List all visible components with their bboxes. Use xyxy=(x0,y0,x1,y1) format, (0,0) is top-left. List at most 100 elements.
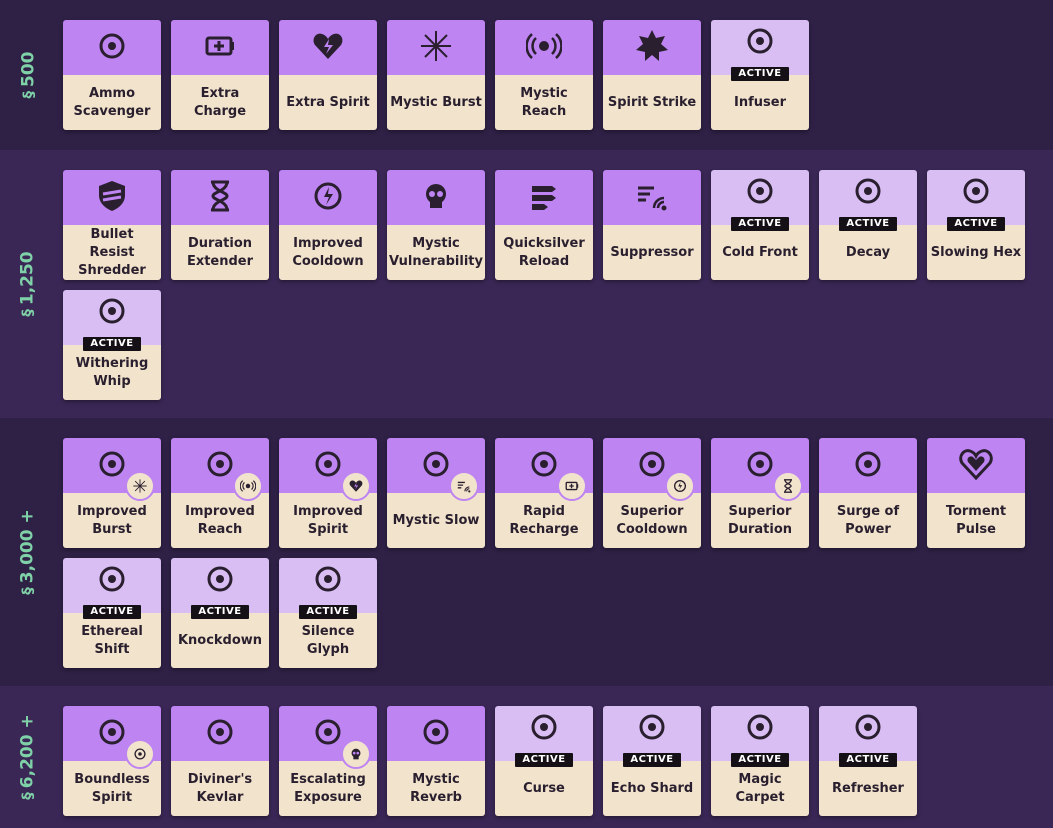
item-name: Mystic Vulnerability xyxy=(389,235,483,269)
burst-icon xyxy=(418,28,454,68)
item-card[interactable]: Duration Extender xyxy=(171,170,269,280)
improved-spirit-icon xyxy=(125,739,155,769)
item-name: Extra Spirit xyxy=(286,94,370,110)
active-badge: ACTIVE xyxy=(731,67,789,81)
tier-price-label: § 1,250 xyxy=(0,150,56,418)
item-name: Extra Charge xyxy=(193,85,247,119)
active-badge: ACTIVE xyxy=(83,605,141,619)
item-name: Bullet Resist Shredder xyxy=(78,226,146,278)
reverb-icon xyxy=(418,714,454,754)
item-card[interactable]: Torment Pulse xyxy=(927,438,1025,548)
item-card[interactable]: ACTIVE Slowing Hex xyxy=(927,170,1025,280)
item-card[interactable]: Spirit Strike xyxy=(603,20,701,130)
item-card[interactable]: ACTIVE Withering Whip xyxy=(63,290,161,400)
item-card[interactable]: Mystic Slow xyxy=(387,438,485,548)
skull-icon xyxy=(418,178,454,218)
skull-icon xyxy=(341,739,371,769)
item-name: Infuser xyxy=(734,94,786,110)
torment-heart-icon xyxy=(958,446,994,486)
suppressor-icon xyxy=(634,178,670,218)
item-card[interactable]: Diviner's Kevlar xyxy=(171,706,269,816)
active-badge: ACTIVE xyxy=(731,217,789,231)
souls-icon: § xyxy=(19,309,37,317)
boundless-spirit-icon xyxy=(94,714,130,754)
echo-shard-icon xyxy=(634,714,670,749)
item-card[interactable]: Bullet Resist Shredder xyxy=(63,170,161,280)
cold-front-icon xyxy=(742,178,778,213)
battery-icon xyxy=(202,28,238,68)
item-card[interactable]: ACTIVE Infuser xyxy=(711,20,809,130)
decay-icon xyxy=(850,178,886,213)
item-card[interactable]: ACTIVE Magic Carpet xyxy=(711,706,809,816)
souls-icon: § xyxy=(19,91,37,99)
item-card[interactable]: Rapid Recharge xyxy=(495,438,593,548)
item-card[interactable]: Extra Charge xyxy=(171,20,269,130)
carpet-icon xyxy=(742,714,778,749)
tier-price: 3,000 + xyxy=(18,509,38,584)
item-card[interactable]: Improved Reach xyxy=(171,438,269,548)
item-name: Magic Carpet xyxy=(735,771,785,805)
tier-section: § 3,000 + Improved Burst Improved Reach Impr… xyxy=(0,418,1053,686)
item-card[interactable]: ACTIVE Curse xyxy=(495,706,593,816)
fist-icon xyxy=(634,28,670,68)
active-badge: ACTIVE xyxy=(623,753,681,767)
active-badge: ACTIVE xyxy=(839,217,897,231)
item-name: Diviner's Kevlar xyxy=(187,771,253,805)
tier-section: § 1,250 Bullet Resist Shredder Duration Ext… xyxy=(0,150,1053,418)
superior-cooldown-icon xyxy=(634,446,670,486)
item-name: Quicksilver Reload xyxy=(503,235,585,269)
improved-spirit-icon xyxy=(310,446,346,486)
active-badge: ACTIVE xyxy=(947,217,1005,231)
item-name: Boundless Spirit xyxy=(74,771,150,805)
item-card[interactable]: ACTIVE Decay xyxy=(819,170,917,280)
item-card[interactable]: Improved Spirit xyxy=(279,438,377,548)
item-name: Escalating Exposure xyxy=(290,771,366,805)
item-name: Ammo Scavenger xyxy=(73,85,151,119)
item-card[interactable]: Improved Burst xyxy=(63,438,161,548)
item-card[interactable]: Superior Cooldown xyxy=(603,438,701,548)
item-card[interactable]: Surge of Power xyxy=(819,438,917,548)
item-card[interactable]: Quicksilver Reload xyxy=(495,170,593,280)
item-card[interactable]: Escalating Exposure xyxy=(279,706,377,816)
curse-icon xyxy=(526,714,562,749)
improved-burst-icon xyxy=(94,446,130,486)
ammo-scavenger-icon xyxy=(94,28,130,68)
active-badge: ACTIVE xyxy=(299,605,357,619)
item-name: Decay xyxy=(845,244,891,260)
item-card[interactable]: Boundless Spirit xyxy=(63,706,161,816)
item-card[interactable]: Mystic Reach xyxy=(495,20,593,130)
item-name: Knockdown xyxy=(177,632,263,648)
item-name: Refresher xyxy=(832,780,904,796)
item-card[interactable]: ACTIVE Silence Glyph xyxy=(279,558,377,668)
item-card[interactable]: Mystic Vulnerability xyxy=(387,170,485,280)
item-card[interactable]: Ammo Scavenger xyxy=(63,20,161,130)
item-card[interactable]: Improved Cooldown xyxy=(279,170,377,280)
item-name: Echo Shard xyxy=(610,780,694,796)
item-card[interactable]: Extra Spirit xyxy=(279,20,377,130)
item-card[interactable]: Mystic Burst xyxy=(387,20,485,130)
refresher-icon xyxy=(850,714,886,749)
item-card[interactable]: ACTIVE Refresher xyxy=(819,706,917,816)
bullets-icon xyxy=(526,178,562,218)
spirit-heart-icon xyxy=(310,28,346,68)
ethereal-icon xyxy=(94,566,130,601)
item-name: Silence Glyph xyxy=(301,623,355,657)
surge-icon xyxy=(850,446,886,486)
item-name: Withering Whip xyxy=(75,355,149,389)
item-name: Mystic Slow xyxy=(392,512,480,528)
item-card[interactable]: Mystic Reverb xyxy=(387,706,485,816)
item-name: Improved Reach xyxy=(185,503,255,537)
burst-icon xyxy=(125,471,155,501)
tier-price-label: § 6,200 + xyxy=(0,686,56,828)
item-card[interactable]: Superior Duration xyxy=(711,438,809,548)
item-card[interactable]: ACTIVE Cold Front xyxy=(711,170,809,280)
item-card[interactable]: ACTIVE Knockdown xyxy=(171,558,269,668)
item-name: Superior Duration xyxy=(727,503,793,537)
item-name: Slowing Hex xyxy=(930,244,1022,260)
item-card[interactable]: Suppressor xyxy=(603,170,701,280)
whip-icon xyxy=(94,298,130,333)
mystic-slow-icon xyxy=(418,446,454,486)
battery-icon xyxy=(557,471,587,501)
item-card[interactable]: ACTIVE Ethereal Shift xyxy=(63,558,161,668)
item-card[interactable]: ACTIVE Echo Shard xyxy=(603,706,701,816)
